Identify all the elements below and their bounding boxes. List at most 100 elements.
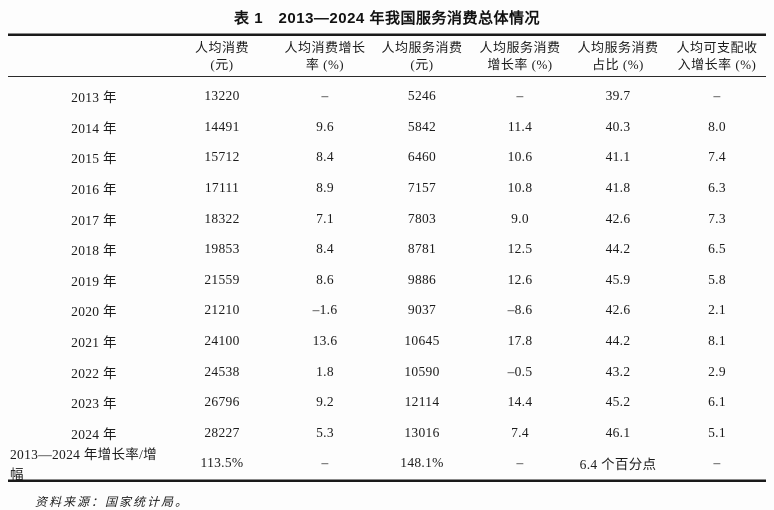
cell-per-capita-consumption: 21210 <box>204 302 240 318</box>
cell-service-consumption-share: 42.6 <box>605 210 631 226</box>
cell-per-capita-service-consumption: 9037 <box>407 302 437 318</box>
cell-per-capita-service-consumption: 5842 <box>407 118 437 134</box>
cell-per-capita-service-consumption: 148.1% <box>400 455 444 471</box>
cell-service-consumption-growth-rate: 14.4 <box>507 394 533 410</box>
cell-service-consumption-growth-rate: 12.5 <box>507 241 533 257</box>
table-row: 2015 年 15712 8.4 6460 10.6 41.1 7.4 <box>8 142 766 173</box>
cell-service-consumption-growth-rate: – <box>516 88 524 104</box>
cell-per-capita-consumption: 18322 <box>204 210 240 226</box>
cell-service-consumption-share: 6.4 个百分点 <box>579 457 657 473</box>
column-header-per-capita-service-consumption: 人均服务消费 (元) <box>381 40 463 72</box>
cell-service-consumption-growth-rate: –8.6 <box>507 302 533 318</box>
cell-per-capita-service-consumption: 8781 <box>407 241 437 257</box>
cell-consumption-growth-rate: – <box>321 455 329 471</box>
cell-disposable-income-growth-rate: 5.8 <box>708 271 726 287</box>
cell-service-consumption-growth-rate: – <box>516 455 524 471</box>
table-row: 2019 年 21559 8.6 9886 12.6 45.9 5.8 <box>8 265 766 296</box>
cell-disposable-income-growth-rate: – <box>713 455 721 471</box>
cell-disposable-income-growth-rate: 2.1 <box>708 302 726 318</box>
row-year-label: 2023 年 <box>71 396 117 412</box>
cell-service-consumption-share: 45.2 <box>605 394 631 410</box>
cell-service-consumption-share: 45.9 <box>605 271 631 287</box>
table-row: 2013 年 13220 – 5246 – 39.7 – <box>8 81 766 112</box>
table-row: 2023 年 26796 9.2 12114 14.4 45.2 6.1 <box>8 387 766 418</box>
table-row: 2020 年 21210 –1.6 9037 –8.6 42.6 2.1 <box>8 295 766 326</box>
cell-service-consumption-growth-rate: 17.8 <box>507 333 533 349</box>
table-bottom-rule <box>8 478 766 482</box>
column-header-consumption-growth-rate: 人均消费增长 率 (%) <box>284 40 366 72</box>
row-year-label: 2017 年 <box>71 212 117 228</box>
row-year-label: 2014 年 <box>71 120 117 136</box>
table-row: 2013—2024 年增长率/增幅 113.5% – 148.1% – 6.4 … <box>8 447 766 482</box>
cell-consumption-growth-rate: 8.9 <box>316 180 334 196</box>
cell-consumption-growth-rate: 8.6 <box>316 271 334 287</box>
cell-service-consumption-share: 44.2 <box>605 333 631 349</box>
cell-per-capita-service-consumption: 10645 <box>404 333 440 349</box>
cell-disposable-income-growth-rate: 6.5 <box>708 241 726 257</box>
cell-per-capita-service-consumption: 7157 <box>407 180 437 196</box>
table-row: 2016 年 17111 8.9 7157 10.8 41.8 6.3 <box>8 173 766 204</box>
table-row: 2018 年 19853 8.4 8781 12.5 44.2 6.5 <box>8 234 766 265</box>
cell-service-consumption-share: 39.7 <box>605 88 631 104</box>
cell-consumption-growth-rate: –1.6 <box>312 302 338 318</box>
cell-per-capita-consumption: 26796 <box>204 394 240 410</box>
cell-service-consumption-share: 43.2 <box>605 363 631 379</box>
cell-service-consumption-growth-rate: 10.8 <box>507 180 533 196</box>
cell-disposable-income-growth-rate: 5.1 <box>708 424 726 440</box>
cell-consumption-growth-rate: 8.4 <box>316 149 334 165</box>
column-header-disposable-income-growth-rate: 人均可支配收 入增长率 (%) <box>676 40 758 72</box>
cell-per-capita-service-consumption: 13016 <box>404 424 440 440</box>
cell-consumption-growth-rate: 1.8 <box>316 363 334 379</box>
cell-per-capita-consumption: 13220 <box>204 88 240 104</box>
cell-service-consumption-growth-rate: –0.5 <box>507 363 533 379</box>
cell-consumption-growth-rate: 13.6 <box>312 333 338 349</box>
statistics-table: 人均消费 (元) 人均消费增长 率 (%) 人均服务消费 (元) 人均服务消费 … <box>8 33 766 510</box>
row-year-label: 2024 年 <box>71 426 117 442</box>
cell-per-capita-consumption: 24538 <box>204 363 240 379</box>
table-header-row: 人均消费 (元) 人均消费增长 率 (%) 人均服务消费 (元) 人均服务消费 … <box>8 36 766 77</box>
cell-service-consumption-growth-rate: 11.4 <box>507 118 533 134</box>
table-row: 2024 年 28227 5.3 13016 7.4 46.1 5.1 <box>8 418 766 449</box>
cell-disposable-income-growth-rate: 6.3 <box>708 180 726 196</box>
cell-per-capita-consumption: 24100 <box>204 333 240 349</box>
row-year-label: 2016 年 <box>71 182 117 198</box>
cell-service-consumption-share: 42.6 <box>605 302 631 318</box>
row-year-label: 2015 年 <box>71 151 117 167</box>
cell-per-capita-service-consumption: 7803 <box>407 210 437 226</box>
cell-disposable-income-growth-rate: 7.4 <box>708 149 726 165</box>
cell-disposable-income-growth-rate: 6.1 <box>708 394 726 410</box>
cell-disposable-income-growth-rate: 7.3 <box>708 210 726 226</box>
cell-consumption-growth-rate: – <box>321 88 329 104</box>
row-year-label: 2013—2024 年增长率/增幅 <box>10 447 157 483</box>
cell-service-consumption-growth-rate: 10.6 <box>507 149 533 165</box>
cell-per-capita-consumption: 17111 <box>204 180 240 196</box>
cell-per-capita-service-consumption: 9886 <box>407 271 437 287</box>
cell-per-capita-service-consumption: 12114 <box>404 394 440 410</box>
column-header-service-consumption-growth-rate: 人均服务消费 增长率 (%) <box>479 40 561 72</box>
row-year-label: 2021 年 <box>71 335 117 351</box>
cell-consumption-growth-rate: 9.6 <box>316 118 334 134</box>
table-row: 2022 年 24538 1.8 10590 –0.5 43.2 2.9 <box>8 356 766 387</box>
cell-per-capita-consumption: 14491 <box>204 118 240 134</box>
row-year-label: 2020 年 <box>71 304 117 320</box>
cell-service-consumption-share: 44.2 <box>605 241 631 257</box>
cell-service-consumption-growth-rate: 7.4 <box>511 424 529 440</box>
cell-per-capita-consumption: 19853 <box>204 241 240 257</box>
row-year-label: 2019 年 <box>71 273 117 289</box>
cell-service-consumption-growth-rate: 9.0 <box>511 210 529 226</box>
cell-per-capita-service-consumption: 6460 <box>407 149 437 165</box>
cell-per-capita-consumption: 113.5% <box>200 455 244 471</box>
cell-consumption-growth-rate: 8.4 <box>316 241 334 257</box>
cell-service-consumption-share: 41.8 <box>605 180 631 196</box>
cell-service-consumption-share: 46.1 <box>605 424 631 440</box>
column-header-service-consumption-share: 人均服务消费 占比 (%) <box>577 40 659 72</box>
table-body: 2013 年 13220 – 5246 – 39.7 – 2014 年 1449… <box>8 77 766 482</box>
table-row: 2021 年 24100 13.6 10645 17.8 44.2 8.1 <box>8 326 766 357</box>
cell-service-consumption-share: 41.1 <box>605 149 631 165</box>
table-top-rule <box>8 33 766 36</box>
cell-per-capita-consumption: 28227 <box>204 424 240 440</box>
table-row: 2017 年 18322 7.1 7803 9.0 42.6 7.3 <box>8 203 766 234</box>
cell-disposable-income-growth-rate: 8.0 <box>708 118 726 134</box>
cell-disposable-income-growth-rate: – <box>713 88 721 104</box>
